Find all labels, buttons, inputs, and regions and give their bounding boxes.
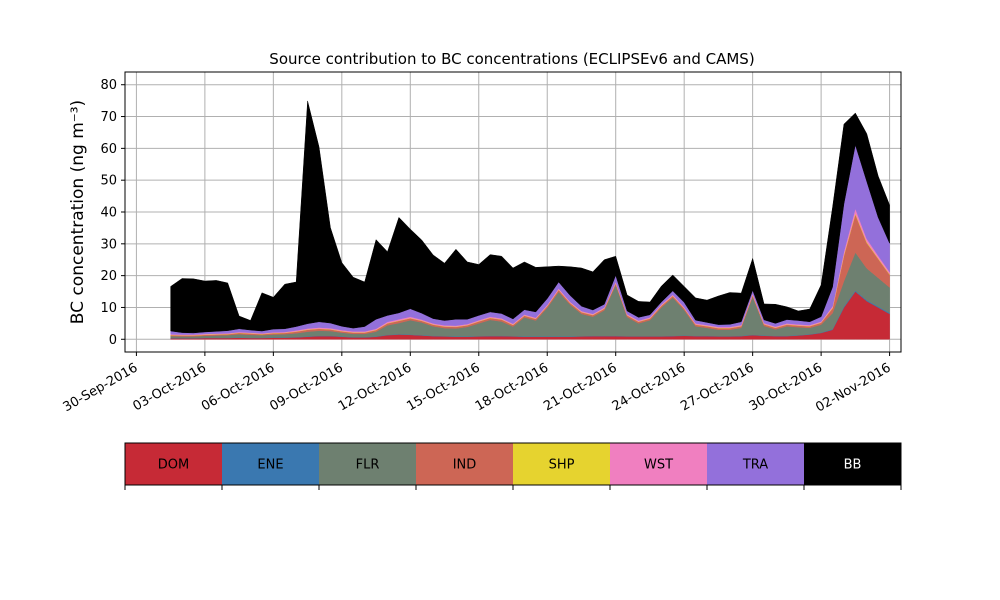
area-bb [170,100,890,334]
x-axis-ticks: 30-Sep-201603-Oct-201606-Oct-201609-Oct-… [61,352,894,415]
legend-colorbar: DOM ENE FLR IND SHP WST TRA BB [124,442,902,490]
legend-swatch-ene [222,443,319,485]
legend-swatch-flr [319,443,416,485]
x-tick-label: 09-Oct-2016 [267,360,345,414]
x-tick-label: 21-Oct-2016 [541,360,619,414]
x-tick-label: 30-Sep-2016 [61,360,141,415]
legend-swatch-bb [804,443,901,485]
legend-label-ene: ENE [257,458,283,473]
legend-swatch-ind [416,443,513,485]
legend-swatch-tra [707,443,804,485]
y-tick-label: 10 [100,301,117,316]
stacked-areas [170,100,890,340]
x-tick-label: 30-Oct-2016 [747,360,825,414]
x-tick-label: 12-Oct-2016 [336,360,414,414]
x-tick-label: 18-Oct-2016 [473,360,551,414]
legend-label-wst: WST [644,458,673,473]
legend-label-dom: DOM [158,458,189,473]
y-axis-ticks: 0 10 20 30 40 50 60 70 80 [100,78,125,348]
x-tick-label: 03-Oct-2016 [130,360,208,414]
y-tick-label: 80 [100,78,117,93]
x-tick-label: 06-Oct-2016 [199,360,277,414]
legend-label-ind: IND [453,458,477,473]
y-tick-label: 30 [100,237,117,252]
legend-swatch-shp [513,443,610,485]
legend-swatch-wst [610,443,707,485]
y-tick-label: 70 [100,110,117,125]
y-tick-label: 20 [100,269,117,284]
y-tick-label: 60 [100,142,117,157]
legend-label-shp: SHP [549,458,575,473]
legend-label-bb: BB [844,458,862,473]
legend-label-tra: TRA [742,458,768,473]
y-tick-label: 40 [100,206,117,221]
y-axis-label: BC concentration (ng m⁻³) [68,100,88,324]
y-tick-label: 0 [109,333,117,348]
x-tick-label: 15-Oct-2016 [404,360,482,414]
legend-label-flr: FLR [356,458,380,473]
y-tick-label: 50 [100,174,117,189]
x-tick-label: 27-Oct-2016 [678,360,756,414]
x-tick-label: 24-Oct-2016 [610,360,688,414]
chart-title: Source contribution to BC concentrations… [269,50,754,68]
legend-swatch-dom [125,443,222,485]
x-tick-label: 02-Nov-2016 [813,360,893,415]
